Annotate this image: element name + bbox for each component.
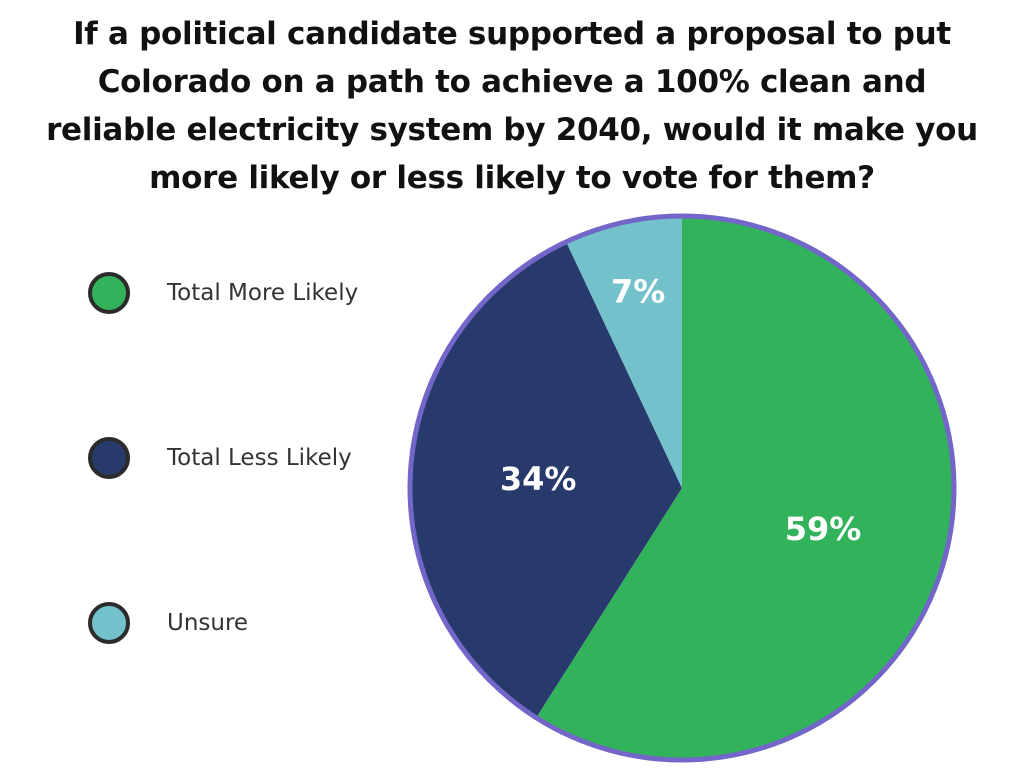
legend-item-less-likely: Total Less Likely bbox=[88, 433, 408, 483]
legend-swatch-less-likely bbox=[88, 437, 130, 479]
chart-title: If a political candidate supported a pro… bbox=[46, 16, 978, 196]
legend-item-more-likely: Total More Likely bbox=[88, 268, 408, 318]
pie-slices bbox=[410, 216, 955, 761]
pie-slice-unsure bbox=[566, 216, 682, 488]
pie-outline bbox=[407, 213, 957, 763]
legend-swatch-more-likely bbox=[88, 272, 130, 314]
legend-label-less-likely: Total Less Likely bbox=[167, 445, 352, 471]
legend-swatch-unsure bbox=[88, 602, 130, 644]
legend-item-unsure: Unsure bbox=[88, 598, 408, 648]
pie-slice-labels: 59% 34% 7% bbox=[500, 273, 862, 548]
pie-label-more-likely: 59% bbox=[785, 510, 862, 548]
pie-label-unsure: 7% bbox=[611, 273, 665, 311]
pie-slice-more-likely bbox=[536, 216, 955, 761]
legend-label-more-likely: Total More Likely bbox=[167, 280, 359, 306]
pie-label-less-likely: 34% bbox=[500, 460, 577, 498]
pie-slice-less-likely bbox=[410, 241, 682, 718]
legend-label-unsure: Unsure bbox=[167, 610, 249, 636]
